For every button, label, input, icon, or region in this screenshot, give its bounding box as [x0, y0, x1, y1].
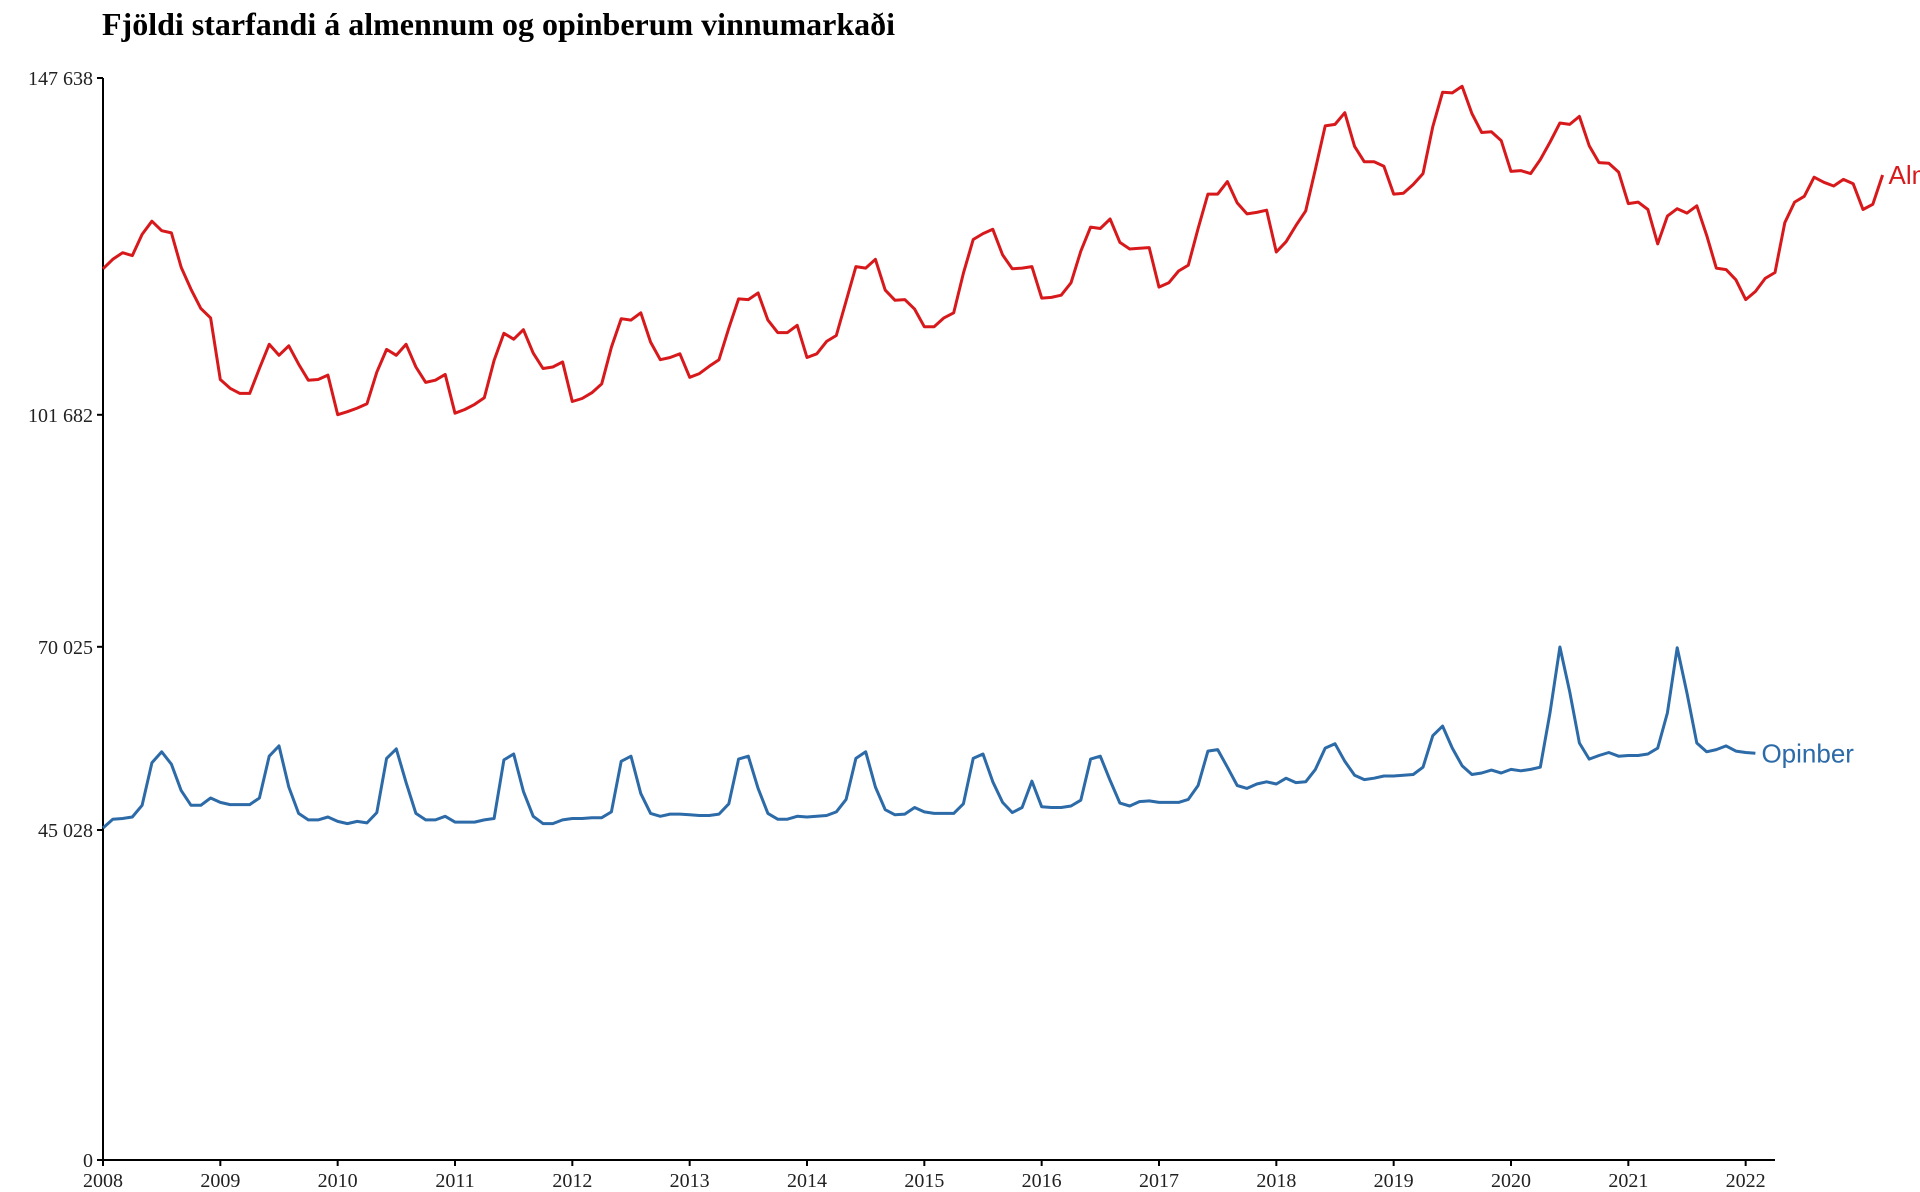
x-tick-label: 2008 — [83, 1170, 123, 1192]
x-tick-label: 2013 — [670, 1170, 710, 1192]
series-layer — [101, 84, 1885, 830]
x-tick-label: 2012 — [552, 1170, 592, 1192]
x-tick-label: 2020 — [1491, 1170, 1531, 1192]
x-tick-label: 2019 — [1374, 1170, 1414, 1192]
y-tick-label: 70 025 — [38, 637, 93, 659]
y-tick-label: 45 028 — [38, 820, 93, 842]
x-tick-label: 2014 — [787, 1170, 827, 1192]
x-tick-label: 2011 — [435, 1170, 474, 1192]
series-labels: Almennur Opinber — [1761, 160, 1920, 768]
series-label-almennur: Almennur — [1889, 160, 1920, 190]
x-tick-label: 2021 — [1608, 1170, 1648, 1192]
x-tick-label: 2015 — [904, 1170, 944, 1192]
chart-title: Fjöldi starfandi á almennum og opinberum… — [102, 6, 895, 42]
series-line-opinber — [101, 645, 1756, 830]
y-tick-label: 101 682 — [28, 405, 93, 427]
x-tick-label: 2017 — [1139, 1170, 1179, 1192]
y-tick-label: 0 — [83, 1150, 93, 1172]
x-tick-label: 2016 — [1022, 1170, 1062, 1192]
y-tick-label: 147 638 — [28, 68, 93, 90]
x-tick-label: 2018 — [1256, 1170, 1296, 1192]
axes: 0 45 028 70 025 101 682 147 638 2008 2009 2010 2… — [28, 68, 1775, 1192]
series-line-almennur — [101, 84, 1885, 417]
x-tick-label: 2010 — [318, 1170, 358, 1192]
series-label-opinber: Opinber — [1761, 738, 1854, 768]
x-tick-label: 2022 — [1726, 1170, 1766, 1192]
x-tick-label: 2009 — [200, 1170, 240, 1192]
